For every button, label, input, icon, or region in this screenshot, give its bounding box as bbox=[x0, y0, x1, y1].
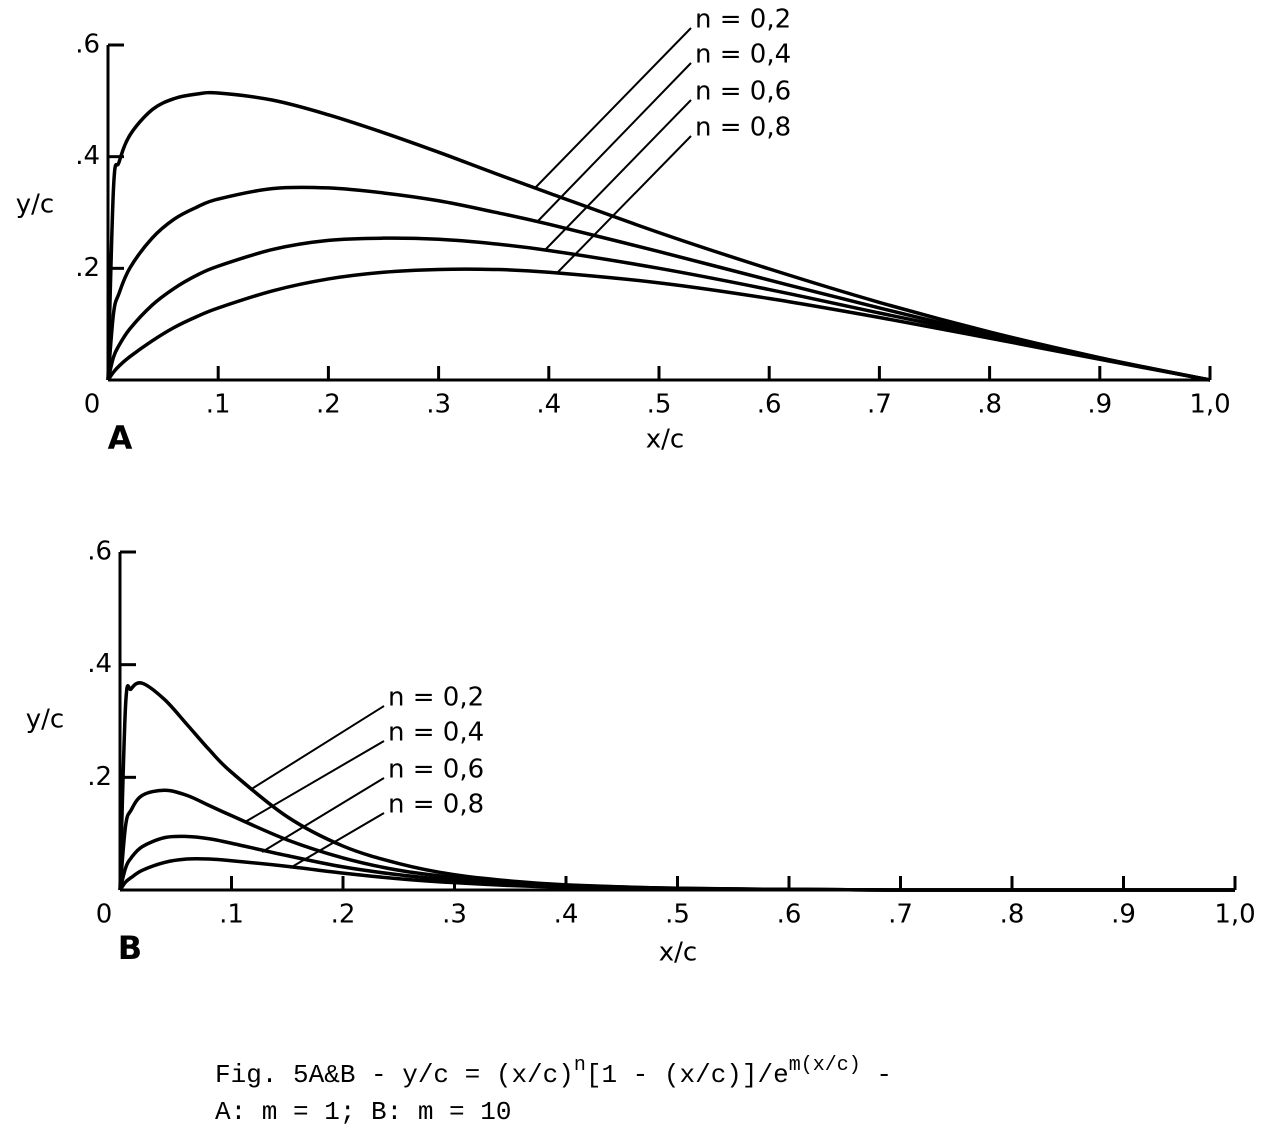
panel-label: B bbox=[118, 929, 142, 967]
x-tick-label: .6 bbox=[757, 390, 782, 420]
y-tick-label: .4 bbox=[87, 649, 112, 679]
y-tick-label: .6 bbox=[87, 537, 112, 567]
curve bbox=[118, 788, 1235, 892]
leader-line bbox=[249, 705, 385, 791]
caption-line2: A: m = 1; B: m = 10 bbox=[215, 1097, 511, 1127]
x-tick-label: .9 bbox=[1111, 900, 1136, 930]
x-tick-label: .3 bbox=[426, 390, 451, 420]
curve bbox=[106, 267, 1211, 382]
legend-label: n = 0,8 bbox=[388, 790, 484, 820]
legend-label: n = 0,2 bbox=[695, 5, 791, 35]
curve bbox=[106, 236, 1211, 382]
x-axis-label: x/c bbox=[659, 938, 697, 968]
legend-label: n = 0,2 bbox=[388, 683, 484, 713]
leader-line bbox=[289, 812, 385, 869]
curve bbox=[106, 90, 1211, 382]
x-tick-label: .6 bbox=[777, 900, 802, 930]
legend-label: n = 0,4 bbox=[695, 40, 791, 70]
x-tick-label: .2 bbox=[316, 390, 341, 420]
x-tick-label: .8 bbox=[1000, 900, 1025, 930]
x-tick-label: .1 bbox=[206, 390, 231, 420]
legend-label: n = 0,4 bbox=[388, 718, 484, 748]
leader-line bbox=[261, 777, 385, 853]
curve bbox=[106, 185, 1211, 382]
x-tick-label: .7 bbox=[888, 900, 913, 930]
x-tick-label: 1,0 bbox=[1214, 900, 1255, 930]
x-tick-label: .2 bbox=[331, 900, 356, 930]
x-axis-label: x/c bbox=[646, 425, 684, 455]
y-tick-label: .2 bbox=[87, 762, 112, 792]
legend-label: n = 0,6 bbox=[695, 77, 791, 107]
x-tick-label: 0 bbox=[96, 900, 113, 930]
curve bbox=[118, 681, 1235, 892]
panel-label: A bbox=[108, 419, 133, 457]
leader-line bbox=[557, 135, 692, 273]
x-tick-label: .5 bbox=[647, 390, 672, 420]
leader-line bbox=[534, 27, 692, 189]
x-tick-label: .4 bbox=[554, 900, 579, 930]
leader-line bbox=[536, 62, 692, 223]
leader-line bbox=[544, 99, 692, 251]
y-tick-label: .6 bbox=[75, 30, 100, 60]
y-axis-label: y/c bbox=[26, 705, 64, 735]
x-tick-label: .9 bbox=[1087, 390, 1112, 420]
x-tick-label: .5 bbox=[665, 900, 690, 930]
leader-line bbox=[244, 740, 385, 823]
caption-line1: Fig. 5A&B - y/c = (x/c)n[1 - (x/c)]/em(x… bbox=[215, 1054, 892, 1090]
legend-label: n = 0,6 bbox=[388, 755, 484, 785]
y-axis-label: y/c bbox=[16, 190, 54, 220]
y-tick-label: .4 bbox=[75, 141, 100, 171]
x-tick-label: .7 bbox=[867, 390, 892, 420]
x-tick-label: 1,0 bbox=[1189, 390, 1230, 420]
y-tick-label: .2 bbox=[75, 253, 100, 283]
legend-label: n = 0,8 bbox=[695, 113, 791, 143]
x-tick-label: .1 bbox=[219, 900, 244, 930]
x-tick-label: .8 bbox=[977, 390, 1002, 420]
x-tick-label: 0 bbox=[84, 390, 101, 420]
x-tick-label: .3 bbox=[442, 900, 467, 930]
curve bbox=[118, 856, 1235, 892]
x-tick-label: .4 bbox=[536, 390, 561, 420]
